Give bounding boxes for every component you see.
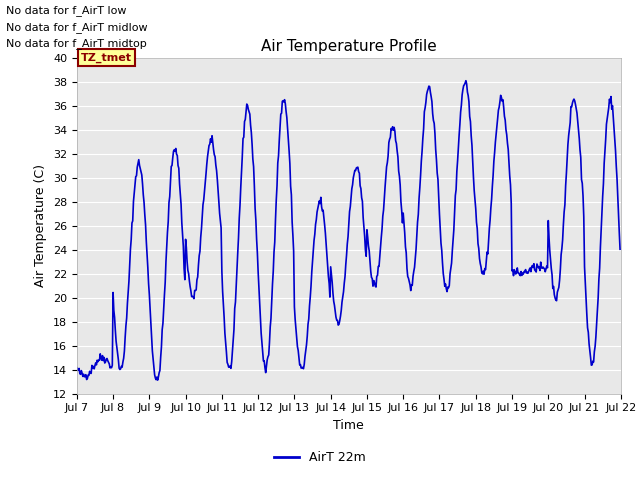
Legend: AirT 22m: AirT 22m bbox=[269, 446, 371, 469]
Title: Air Temperature Profile: Air Temperature Profile bbox=[261, 39, 436, 54]
X-axis label: Time: Time bbox=[333, 419, 364, 432]
Text: TZ_tmet: TZ_tmet bbox=[81, 52, 132, 63]
Text: No data for f_AirT low: No data for f_AirT low bbox=[6, 5, 127, 16]
Y-axis label: Air Temperature (C): Air Temperature (C) bbox=[35, 164, 47, 287]
Text: No data for f_AirT midlow: No data for f_AirT midlow bbox=[6, 22, 148, 33]
Text: No data for f_AirT midtop: No data for f_AirT midtop bbox=[6, 38, 147, 49]
